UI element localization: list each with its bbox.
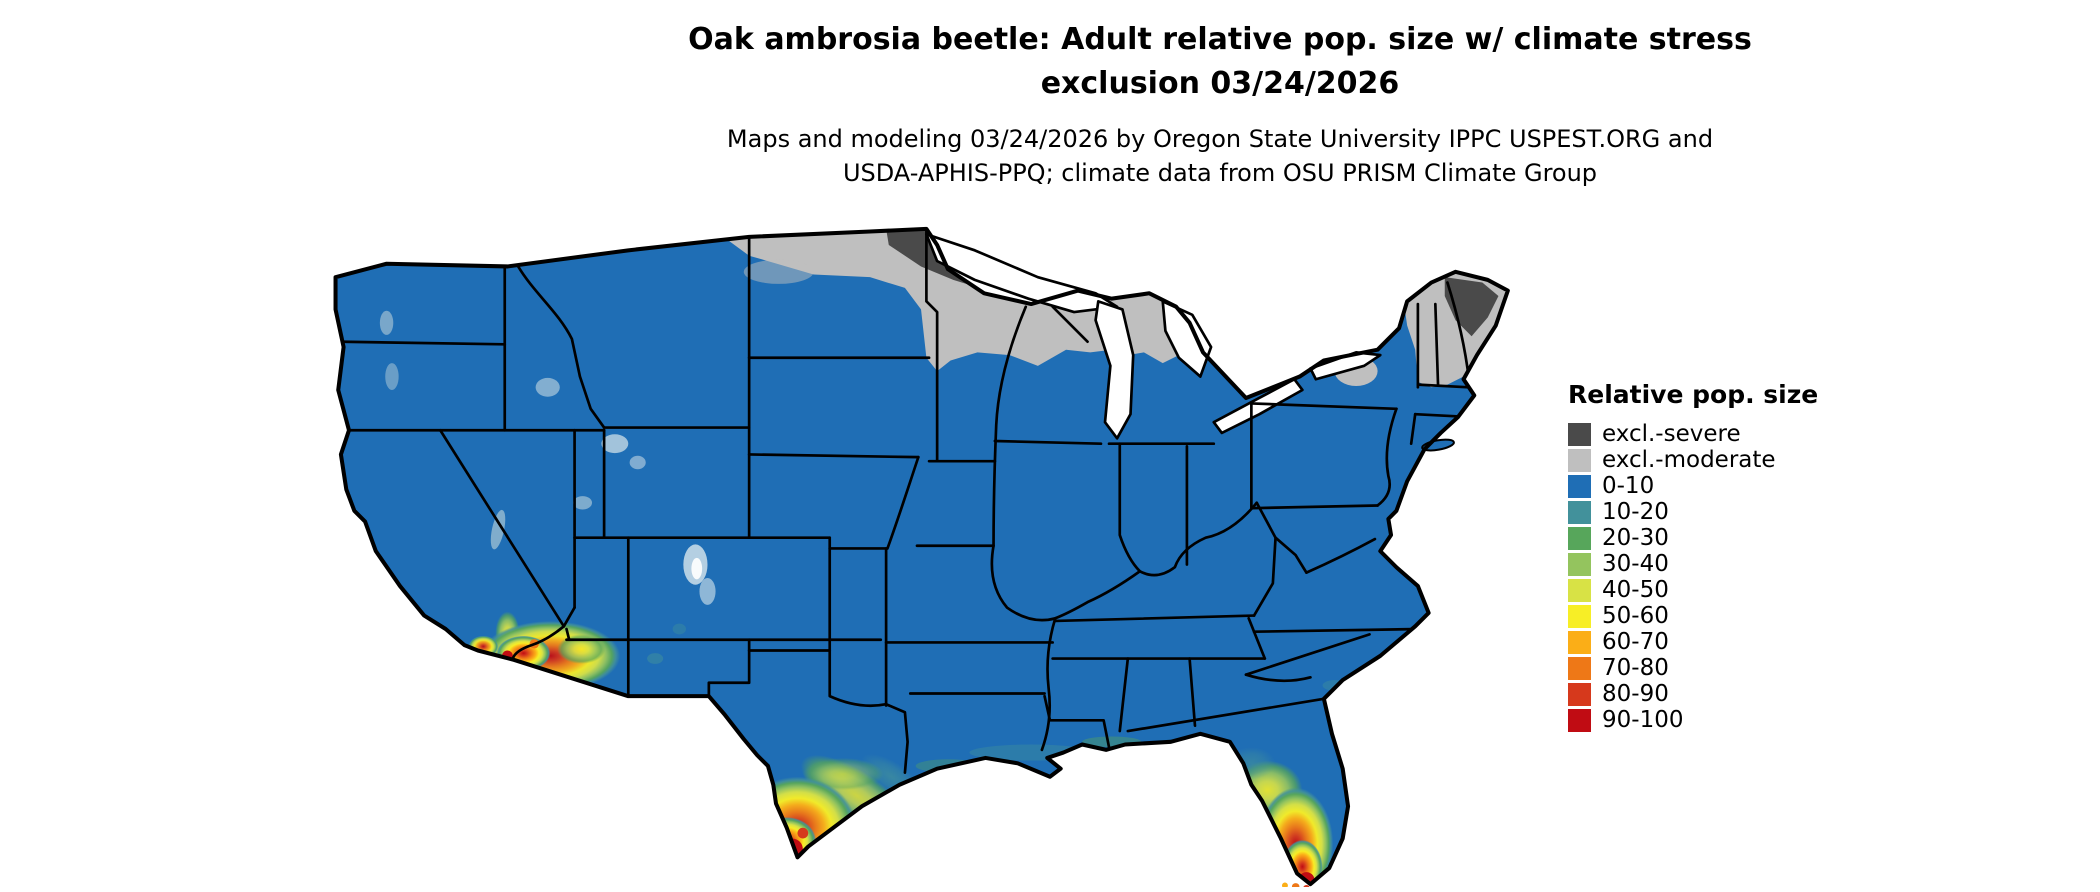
legend-swatch [1568,526,1591,550]
legend-label: 30-40 [1602,551,1669,577]
legend-swatch [1568,422,1591,446]
legend-item: excl.-moderate [1568,447,1818,473]
legend-swatch [1568,448,1591,472]
legend-label: 0-10 [1602,473,1655,499]
lake-huron [1161,300,1213,378]
us-map [306,226,1528,887]
legend-item: 60-70 [1568,629,1818,655]
lake-michigan [1094,300,1135,440]
legend-label: 40-50 [1602,577,1669,603]
legend-label: 50-60 [1602,603,1669,629]
legend-item: 70-80 [1568,655,1818,681]
legend-label: 90-100 [1602,707,1684,733]
legend-item: 80-90 [1568,681,1818,707]
legend-item: 40-50 [1568,577,1818,603]
legend-swatch [1568,604,1591,628]
title-line-2: exclusion 03/24/2026 [1040,66,1400,101]
legend-swatch [1568,474,1591,498]
legend-label: 10-20 [1602,499,1669,525]
legend-swatch [1568,552,1591,576]
legend-item: 20-30 [1568,525,1818,551]
legend-label: excl.-severe [1602,421,1741,447]
legend-label: 70-80 [1602,655,1669,681]
legend-swatch [1568,656,1591,680]
legend-item: excl.-severe [1568,421,1818,447]
subtitle: Maps and modeling 03/24/2026 by Oregon S… [380,122,2060,190]
legend-label: 20-30 [1602,525,1669,551]
map-mountain-speckle [379,310,716,664]
legend-item: 90-100 [1568,707,1818,733]
legend-swatch [1568,500,1591,524]
subtitle-line-1: Maps and modeling 03/24/2026 by Oregon S… [726,125,1714,153]
legend-swatch [1568,630,1591,654]
lake-erie [1212,377,1304,435]
title-line-1: Oak ambrosia beetle: Adult relative pop.… [688,22,1752,57]
legend-label: 80-90 [1602,681,1669,707]
legend-label: 60-70 [1602,629,1669,655]
legend-item: 30-40 [1568,551,1818,577]
legend-swatch [1568,708,1591,732]
us-map-svg [333,226,1510,887]
us-outline [333,226,1510,887]
state-borders [335,228,1471,775]
legend-label: excl.-moderate [1602,447,1776,473]
legend-item: 0-10 [1568,473,1818,499]
florida-keys [1281,882,1310,887]
legend-title: Relative pop. size [1568,380,1819,409]
legend-swatch [1568,578,1591,602]
legend-swatch [1568,682,1591,706]
legend-item: 50-60 [1568,603,1818,629]
page-title: Oak ambrosia beetle: Adult relative pop.… [380,18,2060,106]
legend-items: excl.-severe excl.-moderate 0-10 10-20 2… [1568,421,1818,733]
legend-item: 10-20 [1568,499,1818,525]
legend: Relative pop. size excl.-severe excl.-mo… [1568,380,1818,733]
subtitle-line-2: USDA-APHIS-PPQ; climate data from OSU PR… [842,159,1598,187]
